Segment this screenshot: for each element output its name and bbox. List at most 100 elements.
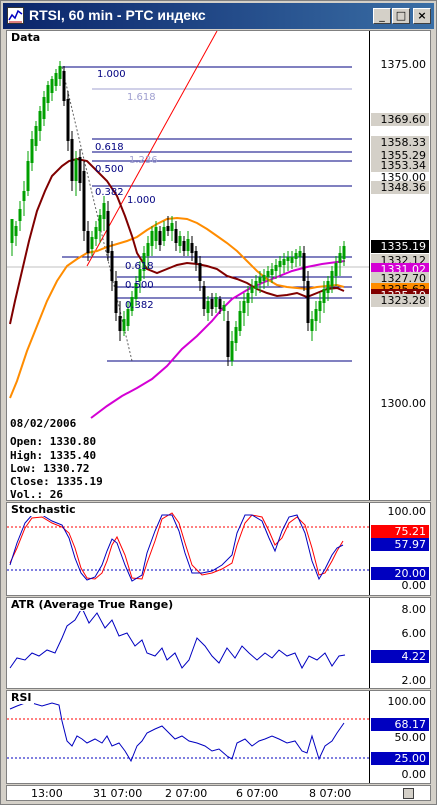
stochastic-pane-label: Stochastic (9, 503, 78, 516)
candle-body (58, 66, 62, 79)
stochastic-pane[interactable]: Stochastic 100.00 0.00 75.21 57.97 20.00 (6, 502, 431, 596)
fib-upper-500-label: 0.500 (95, 164, 124, 175)
price-tag-4: 1348.36 (371, 181, 429, 194)
candle-body (98, 215, 102, 231)
candle-body (74, 159, 78, 181)
candle-body (230, 341, 234, 361)
time-label-1: 31 07:00 (93, 787, 143, 800)
candle-body (262, 275, 266, 281)
fib-label-group: 1.000 1.618 0.618 1.236 0.500 0.382 1.00… (95, 69, 158, 311)
candle-body (278, 261, 282, 267)
candle-body (198, 263, 202, 281)
candle-body (146, 243, 150, 256)
candle-body (330, 271, 334, 286)
candle-body (338, 253, 342, 263)
stochastic-scale[interactable]: 100.00 0.00 75.21 57.97 20.00 (369, 503, 430, 595)
stoch-signal-line (9, 512, 344, 580)
candle-body (166, 226, 170, 231)
candle-body (246, 293, 250, 303)
price-pane[interactable]: 1.000 1.618 0.618 1.236 0.500 0.382 1.00… (6, 30, 431, 501)
info-open: Open: 1330.80 (10, 435, 97, 448)
rsi-value-tag: 68.17 (371, 718, 429, 731)
candle-body (118, 316, 122, 331)
maximize-button[interactable]: □ (392, 8, 410, 24)
candle-body (182, 241, 186, 251)
candle-body (90, 237, 94, 249)
candle-body (174, 229, 178, 243)
info-close: Close: 1335.19 (10, 475, 103, 488)
time-label-0: 13:00 (31, 787, 63, 800)
fib-lower-382-label: 0.382 (125, 300, 154, 311)
rsi-scale[interactable]: 100.00 50.00 0.00 68.17 25.00 (369, 691, 430, 783)
rsi-plot[interactable] (7, 691, 371, 783)
candle-body (190, 243, 194, 253)
candle-body (162, 227, 166, 241)
candle-body (114, 281, 118, 313)
candle-body (102, 203, 106, 219)
time-label-3: 6 07:00 (236, 787, 279, 800)
price-tag-2: 1355.29 (371, 149, 429, 162)
candle-body (30, 139, 34, 163)
candle-body (78, 157, 82, 183)
price-plot[interactable]: 1.000 1.618 0.618 1.236 0.500 0.382 1.00… (7, 31, 371, 500)
price-tick-1375: 1375.00 (380, 58, 427, 71)
atr-plot[interactable] (7, 598, 371, 688)
atr-tick-8: 8.00 (401, 603, 427, 616)
price-scale[interactable]: 1375.00 1350.00 1300.00 1369.60 1358.33 13… (369, 31, 430, 500)
candle-body (14, 226, 18, 236)
info-high: High: 1335.40 (10, 449, 97, 462)
stoch-signal-tag: 75.21 (371, 525, 429, 538)
candle-body (106, 211, 110, 253)
candle-body (178, 236, 182, 246)
candle-body (258, 277, 262, 283)
rsi-tick-100: 100.00 (387, 695, 427, 708)
price-tick-1350: 1350.00 (380, 171, 427, 184)
candle-body (186, 239, 190, 251)
close-button[interactable]: × (413, 8, 431, 24)
atr-line (9, 606, 346, 670)
stoch-k-line (9, 514, 344, 582)
stoch-tick-100: 100.00 (387, 505, 427, 518)
atr-scale[interactable]: 8.00 6.00 2.00 4.22 (369, 598, 430, 688)
app-chart-icon (7, 7, 24, 24)
price-pane-label: Data (9, 31, 43, 44)
candle-body (22, 191, 26, 201)
candle-body (314, 309, 318, 321)
rsi-pane[interactable]: RSI 100.00 50.00 0.00 68.17 25.00 (6, 690, 431, 784)
time-label-4: 8 07:00 (309, 787, 352, 800)
candle-body (138, 269, 142, 281)
atr-pane[interactable]: ATR (Average True Range) 8.00 6.00 2.00 … (6, 597, 431, 689)
candle-body (254, 281, 258, 289)
candle-body (210, 299, 214, 309)
title-bar[interactable]: RTSI, 60 min - PTC индекс _ □ × (3, 3, 434, 29)
candle-body (126, 309, 130, 326)
candle-body (318, 301, 322, 311)
price-tag-8: 1327.70 (371, 272, 429, 285)
candle-body (142, 253, 146, 271)
candle-body (238, 311, 242, 331)
candle-body (266, 271, 270, 277)
fib-upper-100-label: 1.000 (97, 69, 126, 80)
fib-upper-618-label: 0.618 (95, 142, 124, 153)
candle-body (154, 227, 158, 241)
candle-body (342, 246, 346, 259)
candle-body (110, 251, 114, 281)
candle-body (130, 297, 134, 311)
axis-corner-button[interactable] (403, 788, 414, 799)
ma-mid-line (9, 216, 345, 399)
candle-body (134, 283, 138, 299)
candle-body (194, 251, 198, 263)
info-low: Low: 1330.72 (10, 462, 90, 475)
candle-body (294, 253, 298, 259)
candle-body (242, 301, 246, 313)
candle-body (50, 79, 54, 93)
price-tag-1: 1358.33 (371, 136, 429, 149)
stochastic-plot[interactable] (7, 503, 371, 595)
candle-body (86, 231, 90, 253)
candle-body (10, 219, 14, 243)
candle-body (202, 286, 206, 309)
info-date: 08/02/2006 (10, 417, 77, 430)
time-axis[interactable]: 13:00 31 07:00 2 07:00 6 07:00 8 07:00 (6, 785, 431, 801)
minimize-button[interactable]: _ (373, 8, 391, 24)
